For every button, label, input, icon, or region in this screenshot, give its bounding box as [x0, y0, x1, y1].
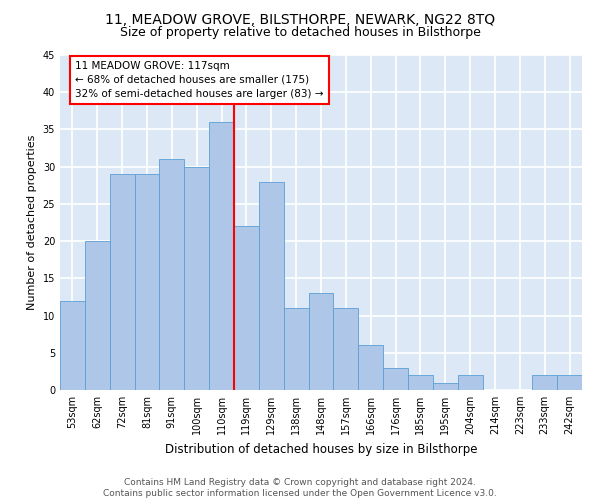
Bar — [334, 308, 358, 390]
Bar — [85, 241, 110, 390]
Bar — [557, 375, 582, 390]
Bar — [259, 182, 284, 390]
X-axis label: Distribution of detached houses by size in Bilsthorpe: Distribution of detached houses by size … — [165, 442, 477, 456]
Bar — [209, 122, 234, 390]
Bar — [433, 382, 458, 390]
Text: 11 MEADOW GROVE: 117sqm
← 68% of detached houses are smaller (175)
32% of semi-d: 11 MEADOW GROVE: 117sqm ← 68% of detache… — [75, 61, 323, 99]
Bar — [532, 375, 557, 390]
Bar — [134, 174, 160, 390]
Bar — [234, 226, 259, 390]
Bar — [458, 375, 482, 390]
Bar — [358, 346, 383, 390]
Text: 11, MEADOW GROVE, BILSTHORPE, NEWARK, NG22 8TQ: 11, MEADOW GROVE, BILSTHORPE, NEWARK, NG… — [105, 12, 495, 26]
Bar — [60, 300, 85, 390]
Y-axis label: Number of detached properties: Number of detached properties — [27, 135, 37, 310]
Bar — [308, 293, 334, 390]
Bar — [284, 308, 308, 390]
Bar — [110, 174, 134, 390]
Bar — [408, 375, 433, 390]
Text: Size of property relative to detached houses in Bilsthorpe: Size of property relative to detached ho… — [119, 26, 481, 39]
Text: Contains HM Land Registry data © Crown copyright and database right 2024.
Contai: Contains HM Land Registry data © Crown c… — [103, 478, 497, 498]
Bar — [383, 368, 408, 390]
Bar — [184, 166, 209, 390]
Bar — [160, 159, 184, 390]
